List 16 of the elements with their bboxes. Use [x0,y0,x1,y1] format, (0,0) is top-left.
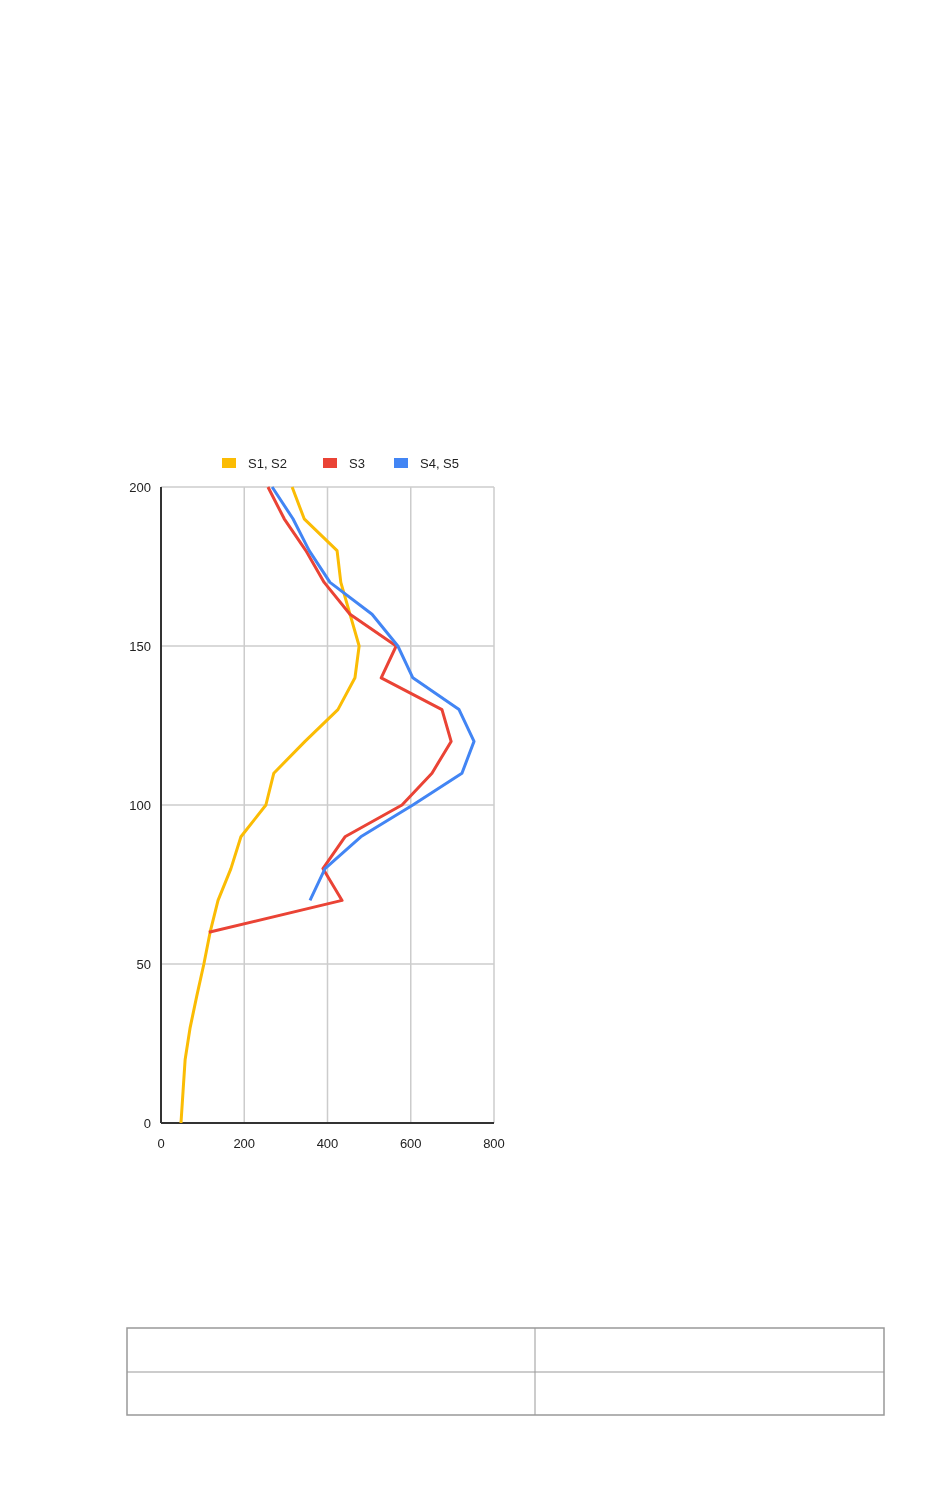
x-tick-label: 800 [483,1136,505,1151]
line-series [270,485,476,902]
legend-label: S4, S5 [420,456,460,471]
x-tick-label: 0 [157,1136,165,1151]
line-series [179,485,361,1125]
y-tick-label: 200 [129,480,151,495]
x-tick-label: 600 [399,1136,422,1151]
x-tick-label: 200 [233,1136,256,1151]
line-series [207,485,453,934]
x-tick-label: 400 [316,1136,339,1151]
y-tick-label: 0 [143,1116,151,1131]
legend-label: S3 [349,456,365,471]
y-tick-label: 150 [129,639,151,654]
y-tick-label: 100 [129,798,151,813]
y-tick-label: 50 [136,957,151,972]
legend-label: S1, S2 [248,456,288,471]
